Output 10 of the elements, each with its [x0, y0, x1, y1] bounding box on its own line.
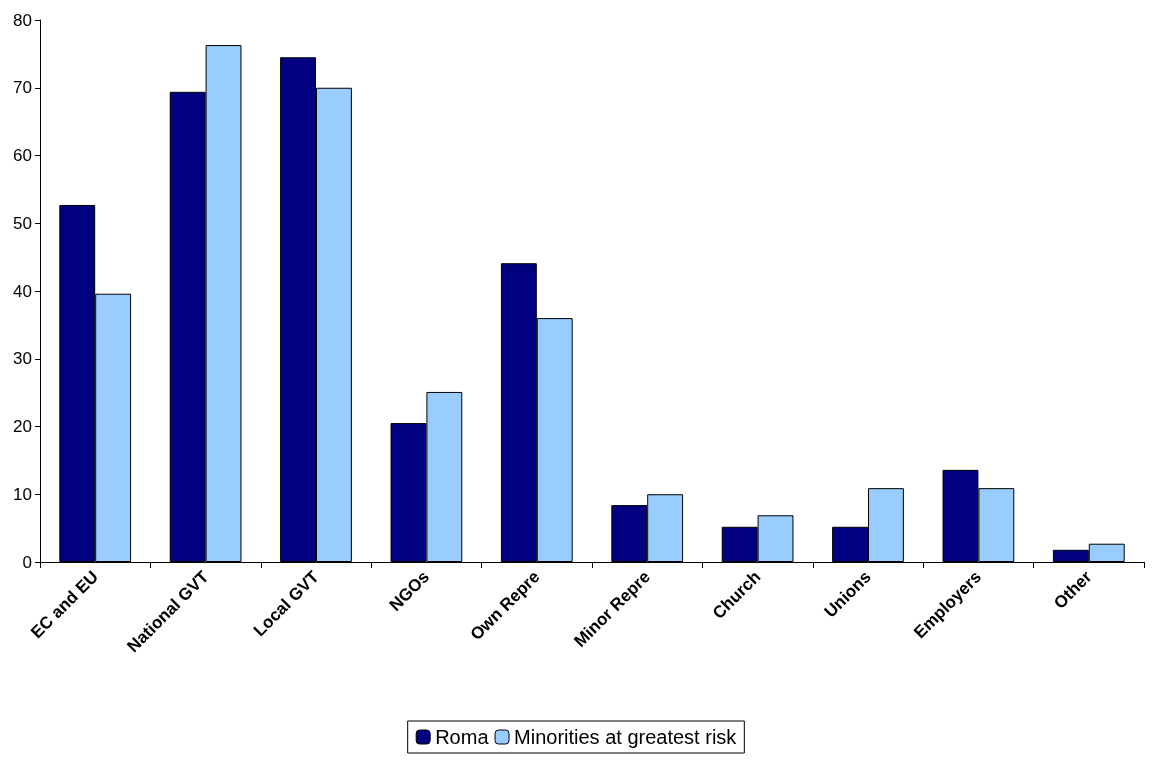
legend-label: Minorities at greatest risk [514, 726, 738, 748]
y-tick-label: 30 [13, 349, 32, 369]
y-tick-label: 10 [13, 484, 32, 504]
legend-label: Roma [435, 726, 490, 748]
y-tick-label: 40 [13, 281, 32, 301]
y-tick-label: 70 [13, 78, 32, 98]
y-tick-label: 60 [13, 146, 32, 165]
y-tick-label: 50 [13, 213, 32, 233]
y-tick-label: 80 [13, 10, 32, 30]
y-tick-label: 20 [13, 417, 32, 436]
